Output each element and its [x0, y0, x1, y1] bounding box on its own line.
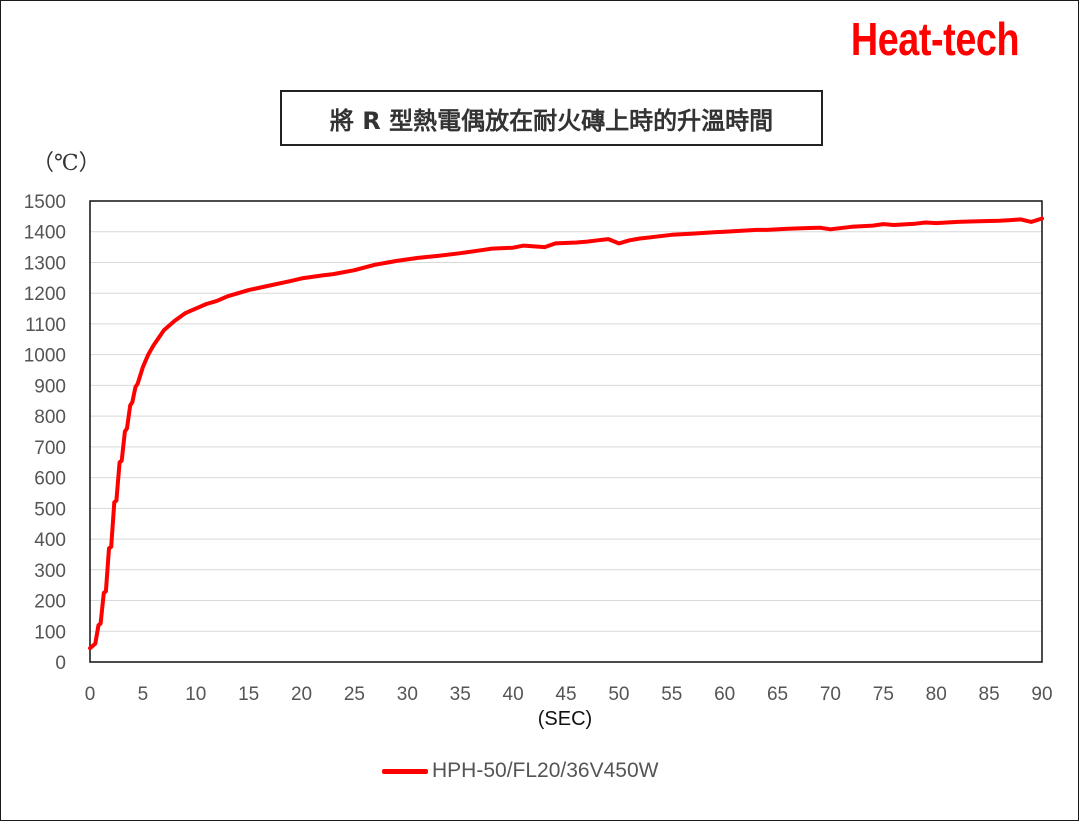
x-tick-label: 90 — [1031, 684, 1052, 705]
y-tick-label: 1300 — [24, 253, 66, 274]
y-tick-label: 1000 — [24, 346, 66, 367]
legend-swatch — [382, 768, 428, 774]
y-tick-label: 200 — [34, 592, 66, 613]
x-tick-label: 0 — [85, 684, 96, 705]
x-tick-label: 45 — [555, 684, 576, 705]
x-tick-label: 85 — [979, 684, 1000, 705]
legend-label: HPH-50/FL20/36V450W — [432, 759, 659, 782]
x-tick-label: 50 — [608, 684, 629, 705]
y-tick-label: 900 — [34, 376, 66, 397]
brand-logo: Heat-tech — [850, 13, 1020, 65]
y-tick-label: 1500 — [24, 192, 66, 213]
x-tick-label: 55 — [661, 684, 682, 705]
y-tick-label: 1100 — [25, 315, 66, 336]
x-tick-label: 10 — [185, 684, 206, 705]
series-line-0 — [88, 216, 1044, 651]
x-tick-label: 5 — [138, 684, 149, 705]
x-tick-label: 75 — [873, 684, 894, 705]
x-tick-label: 30 — [397, 684, 418, 705]
x-tick-label: 20 — [291, 684, 312, 705]
x-axis-label: (SEC) — [537, 708, 593, 730]
y-tick-label: 700 — [34, 438, 66, 459]
x-tick-label: 65 — [767, 684, 788, 705]
y-tick-label: 500 — [34, 499, 66, 520]
gridlines — [90, 231, 1042, 632]
y-tick-label: 1400 — [24, 223, 66, 244]
y-tick-label: 800 — [34, 407, 66, 428]
y-axis-unit-label: （℃） — [32, 151, 101, 176]
y-tick-labels: 0 100 200 300 400 500 600 700 800 900 1000 1100 1200… — [24, 192, 66, 674]
y-tick-label: 1200 — [24, 284, 66, 305]
x-tick-label: 60 — [714, 684, 735, 705]
x-tick-label: 15 — [238, 684, 259, 705]
x-tick-label: 25 — [344, 684, 365, 705]
y-tick-label: 400 — [34, 530, 66, 551]
x-tick-label: 70 — [820, 684, 841, 705]
y-tick-label: 300 — [34, 561, 66, 582]
x-tick-labels: 0 5 10 15 20 25 30 35 40 45 50 55 60 65 70 75 80 85 90 — [85, 684, 1053, 705]
y-tick-label: 600 — [34, 469, 66, 490]
y-tick-label: 100 — [34, 622, 66, 643]
x-tick-label: 40 — [503, 684, 524, 705]
x-tick-label: 80 — [926, 684, 947, 705]
chart-title: 將 R 型熱電偶放在耐火磚上時的升溫時間 — [280, 90, 823, 146]
legend: HPH-50/FL20/36V450W — [382, 756, 658, 786]
series-lines — [88, 216, 1044, 651]
plot-area — [89, 200, 1043, 663]
x-tick-label: 35 — [450, 684, 471, 705]
y-tick-label: 0 — [55, 653, 66, 674]
